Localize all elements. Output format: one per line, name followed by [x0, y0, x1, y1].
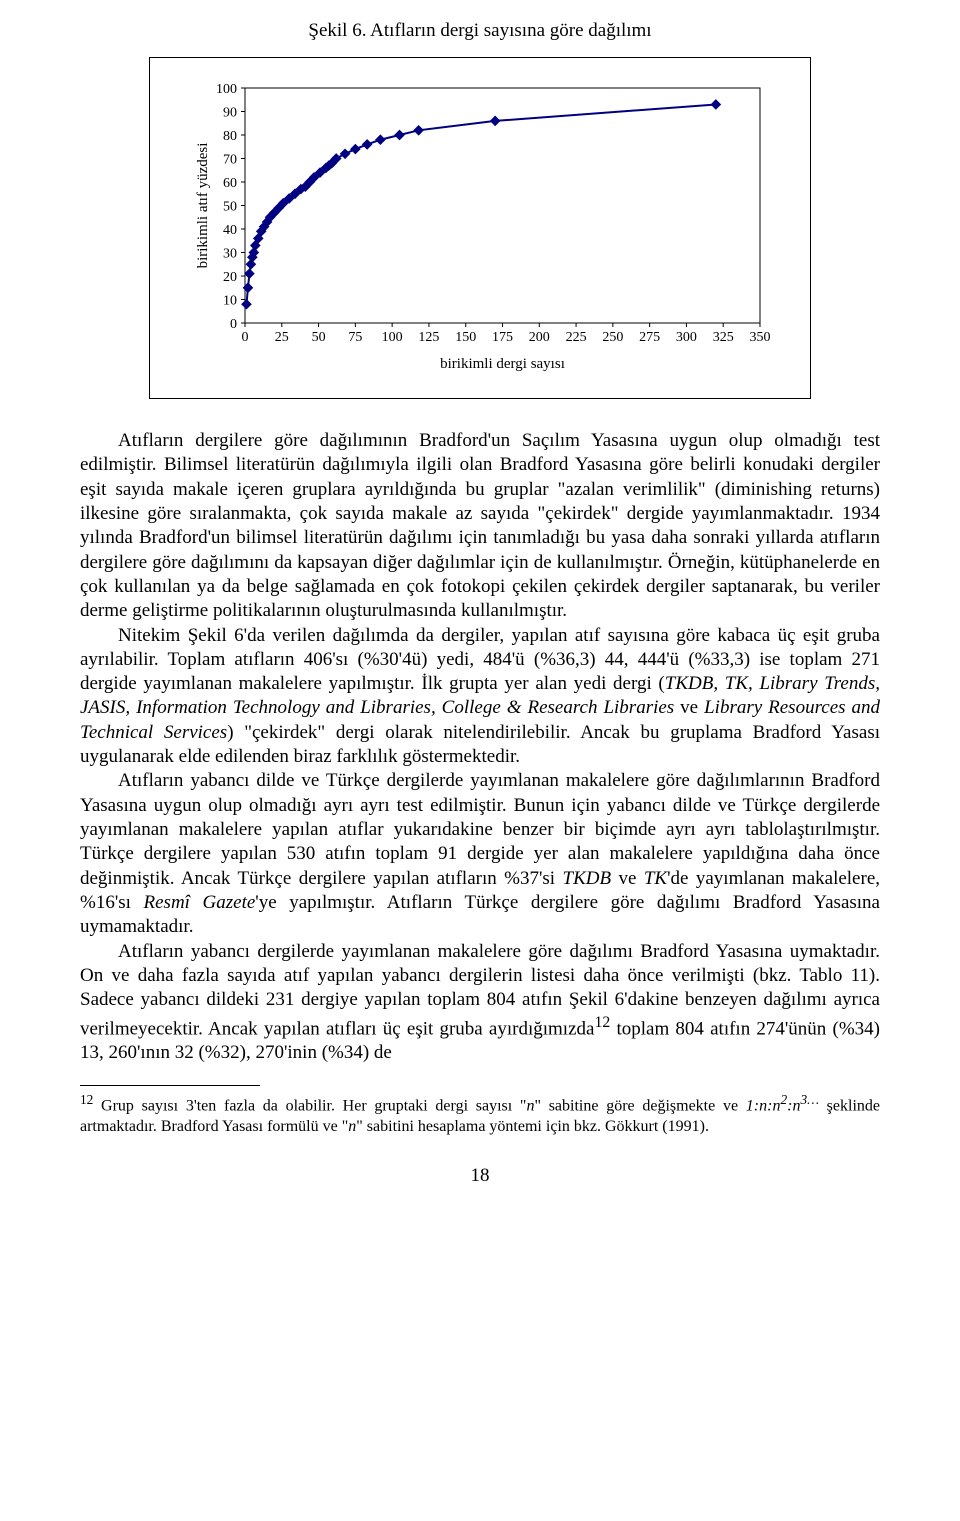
figure-caption: Şekil 6. Atıfların dergi sayısına göre d…	[80, 20, 880, 42]
paragraph-2: Nitekim Şekil 6'da verilen dağılımda da …	[80, 624, 880, 770]
svg-text:300: 300	[676, 330, 697, 345]
svg-text:50: 50	[312, 330, 326, 345]
svg-text:20: 20	[223, 270, 237, 285]
svg-text:90: 90	[223, 106, 237, 121]
svg-text:100: 100	[216, 82, 237, 97]
svg-text:325: 325	[713, 330, 734, 345]
svg-text:50: 50	[223, 200, 237, 215]
svg-text:175: 175	[492, 330, 513, 345]
page-number: 18	[80, 1165, 880, 1187]
svg-text:200: 200	[529, 330, 550, 345]
svg-text:30: 30	[223, 247, 237, 262]
paragraph-3: Atıfların yabancı dilde ve Türkçe dergil…	[80, 769, 880, 939]
svg-text:100: 100	[382, 330, 403, 345]
svg-text:275: 275	[639, 330, 660, 345]
document-page: Şekil 6. Atıfların dergi sayısına göre d…	[0, 0, 960, 1217]
svg-text:150: 150	[455, 330, 476, 345]
svg-text:0: 0	[230, 317, 237, 332]
chart-container: 0 10 20 30 40 50 60 70 80 90 100 0 25 50 75 100 125 150 17…	[149, 57, 811, 399]
paragraph-1: Atıfların dergilere göre dağılımının Bra…	[80, 429, 880, 624]
svg-text:70: 70	[223, 153, 237, 168]
svg-text:10: 10	[223, 294, 237, 309]
svg-text:birikimli dergi sayısı: birikimli dergi sayısı	[440, 356, 565, 372]
svg-text:225: 225	[566, 330, 587, 345]
footnote-separator	[80, 1085, 260, 1086]
svg-text:125: 125	[418, 330, 439, 345]
svg-text:0: 0	[242, 330, 249, 345]
svg-text:80: 80	[223, 129, 237, 144]
body-text: Atıfların dergilere göre dağılımının Bra…	[80, 429, 880, 1065]
svg-text:75: 75	[348, 330, 362, 345]
svg-text:60: 60	[223, 176, 237, 191]
footnote: 12 Grup sayısı 3'ten fazla da olabilir. …	[80, 1092, 880, 1136]
svg-text:40: 40	[223, 223, 237, 238]
svg-text:25: 25	[275, 330, 289, 345]
svg-text:350: 350	[750, 330, 771, 345]
scatter-line-chart: 0 10 20 30 40 50 60 70 80 90 100 0 25 50 75 100 125 150 17…	[190, 78, 770, 378]
paragraph-4: Atıfların yabancı dergilerde yayımlanan …	[80, 940, 880, 1066]
svg-text:250: 250	[602, 330, 623, 345]
svg-text:birikimli atıf yüzdesi: birikimli atıf yüzdesi	[195, 143, 211, 269]
